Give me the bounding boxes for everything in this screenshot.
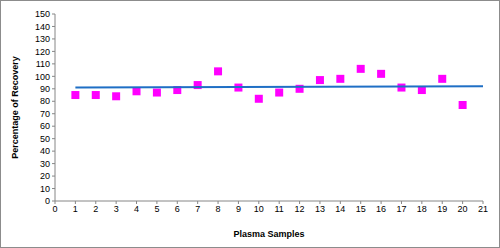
svg-text:20: 20	[40, 171, 50, 181]
svg-text:70: 70	[40, 109, 50, 119]
svg-text:50: 50	[40, 134, 50, 144]
svg-text:7: 7	[195, 204, 200, 214]
svg-text:9: 9	[236, 204, 241, 214]
svg-text:120: 120	[35, 47, 50, 57]
svg-text:18: 18	[417, 204, 427, 214]
svg-text:13: 13	[315, 204, 325, 214]
svg-text:19: 19	[437, 204, 447, 214]
svg-text:5: 5	[154, 204, 159, 214]
svg-text:1: 1	[73, 204, 78, 214]
svg-text:130: 130	[35, 34, 50, 44]
svg-text:30: 30	[40, 159, 50, 169]
svg-text:150: 150	[35, 9, 50, 19]
svg-text:6: 6	[175, 204, 180, 214]
svg-text:16: 16	[376, 204, 386, 214]
svg-text:17: 17	[396, 204, 406, 214]
svg-text:14: 14	[335, 204, 345, 214]
svg-text:110: 110	[36, 59, 50, 69]
svg-text:8: 8	[216, 204, 221, 214]
svg-text:11: 11	[275, 204, 284, 214]
svg-text:80: 80	[40, 96, 50, 106]
svg-text:Plasma Samples: Plasma Samples	[233, 229, 304, 239]
svg-text:4: 4	[134, 204, 139, 214]
svg-text:10: 10	[40, 184, 50, 194]
svg-text:3: 3	[114, 204, 119, 214]
svg-text:10: 10	[254, 204, 264, 214]
svg-text:0: 0	[45, 196, 50, 206]
svg-text:15: 15	[356, 204, 366, 214]
svg-text:21: 21	[478, 204, 488, 214]
svg-text:60: 60	[40, 121, 50, 131]
svg-text:20: 20	[458, 204, 468, 214]
svg-text:40: 40	[40, 146, 50, 156]
svg-text:90: 90	[40, 84, 50, 94]
svg-text:2: 2	[93, 204, 98, 214]
svg-text:100: 100	[35, 72, 50, 82]
svg-text:0: 0	[52, 204, 57, 214]
svg-text:Percentage of Recovery: Percentage of Recovery	[10, 56, 20, 159]
svg-text:12: 12	[295, 204, 305, 214]
svg-text:140: 140	[35, 22, 50, 32]
